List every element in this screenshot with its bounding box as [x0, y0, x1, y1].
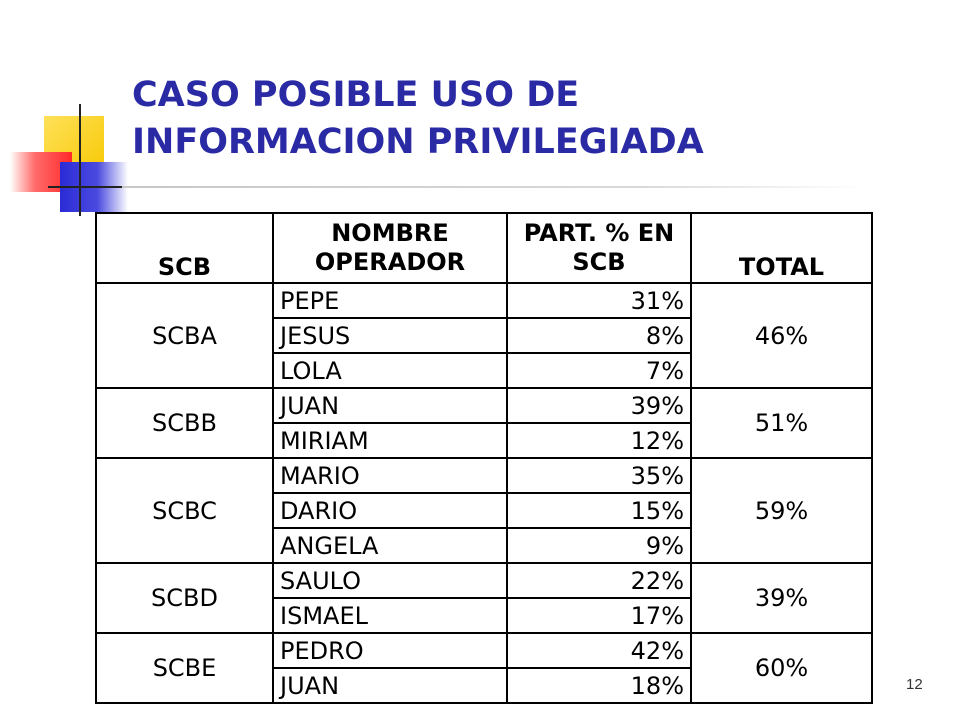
- total-cell: 51%: [690, 387, 873, 459]
- scb-cell: SCBD: [95, 562, 274, 634]
- logo-horizontal-line: [48, 186, 128, 188]
- operator-name-cell: SAULO: [272, 562, 508, 599]
- participation-cell: 18%: [506, 667, 692, 704]
- participation-cell: 9%: [506, 527, 692, 564]
- operator-name-cell: MIRIAM: [272, 422, 508, 459]
- table-row: JESUS 8%: [96, 317, 872, 354]
- table-row: ISMAEL 17%: [96, 597, 872, 634]
- operator-name-cell: PEDRO: [272, 632, 508, 669]
- operator-name-cell: ISMAEL: [272, 597, 508, 634]
- slide-logo: [0, 0, 140, 220]
- participation-cell: 31%: [506, 282, 692, 319]
- table-header-row: SCB NOMBRE OPERADOR PART. % EN SCB TOTAL: [95, 212, 873, 284]
- table-row: LOLA 7%: [96, 352, 872, 389]
- table-row: SCBA PEPE 31% 46%: [95, 282, 873, 389]
- logo-vertical-line: [79, 104, 81, 216]
- header-participation-line-2: SCB: [572, 248, 626, 276]
- operator-name-cell: ANGELA: [272, 527, 508, 564]
- participation-cell: 12%: [506, 422, 692, 459]
- table-row: SCBE PEDRO 42% 60%: [95, 632, 873, 704]
- scb-cell: SCBA: [95, 282, 274, 389]
- operator-name-cell: DARIO: [272, 492, 508, 529]
- operator-participation-table: SCB NOMBRE OPERADOR PART. % EN SCB TOTAL…: [95, 212, 873, 704]
- header-participation-line-1: PART. % EN: [523, 219, 675, 247]
- table-row: SCBC MARIO 35% 59%: [95, 457, 873, 564]
- header-operator-name-line-1: NOMBRE: [331, 219, 449, 247]
- total-cell: 39%: [690, 562, 873, 634]
- table-row: DARIO 15%: [96, 492, 872, 529]
- operator-name-cell: LOLA: [272, 352, 508, 389]
- operator-name-cell: PEPE: [272, 282, 508, 319]
- table-row: MIRIAM 12%: [96, 422, 872, 459]
- slide-title-line-2: INFORMACION PRIVILEGIADA: [132, 122, 704, 162]
- operator-name-cell: JUAN: [272, 667, 508, 704]
- participation-cell: 42%: [506, 632, 692, 669]
- participation-cell: 39%: [506, 387, 692, 424]
- slide-title-line-1: CASO POSIBLE USO DE: [132, 75, 580, 115]
- header-total: TOTAL: [690, 212, 873, 284]
- scb-cell: SCBE: [95, 632, 274, 704]
- operator-name-cell: MARIO: [272, 457, 508, 494]
- table-row: SCBB JUAN 39% 51%: [95, 387, 873, 459]
- total-cell: 60%: [690, 632, 873, 704]
- participation-cell: 35%: [506, 457, 692, 494]
- header-scb: SCB: [95, 212, 274, 284]
- participation-cell: 15%: [506, 492, 692, 529]
- slide-number: 12: [906, 676, 923, 693]
- table-row: JUAN 18%: [96, 667, 872, 704]
- slide-title: CASO POSIBLE USO DE INFORMACION PRIVILEG…: [132, 72, 704, 166]
- participation-cell: 7%: [506, 352, 692, 389]
- total-cell: 59%: [690, 457, 873, 564]
- header-operator-name-line-2: OPERADOR: [314, 248, 466, 276]
- participation-cell: 17%: [506, 597, 692, 634]
- participation-cell: 8%: [506, 317, 692, 354]
- header-operator-name: NOMBRE OPERADOR: [272, 212, 508, 284]
- table-row: ANGELA 9%: [96, 527, 872, 564]
- header-participation: PART. % EN SCB: [506, 212, 692, 284]
- table-row: SCBD SAULO 22% 39%: [95, 562, 873, 634]
- scb-cell: SCBC: [95, 457, 274, 564]
- title-divider: [122, 186, 866, 188]
- scb-cell: SCBB: [95, 387, 274, 459]
- total-cell: 46%: [690, 282, 873, 389]
- operator-name-cell: JUAN: [272, 387, 508, 424]
- operator-name-cell: JESUS: [272, 317, 508, 354]
- participation-cell: 22%: [506, 562, 692, 599]
